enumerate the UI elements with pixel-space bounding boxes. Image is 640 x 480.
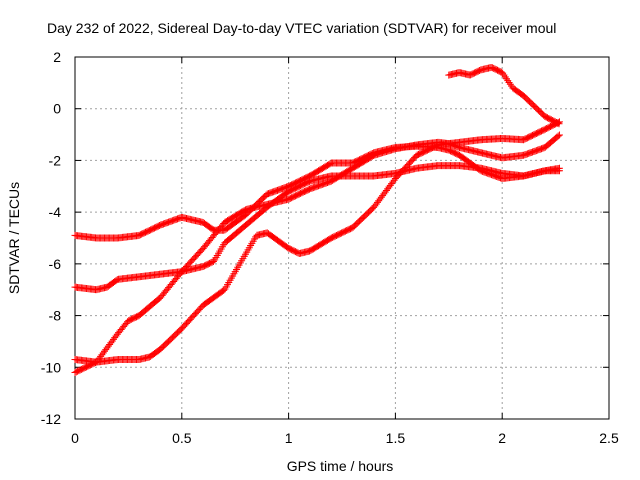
plot-area-frame (74, 56, 610, 420)
x-tick-label: 1.5 (386, 430, 406, 446)
data-series (71, 63, 563, 376)
series-track-5 (445, 63, 563, 128)
axis-ticks (74, 56, 610, 420)
data-point (555, 164, 563, 172)
y-tick-label: 2 (53, 49, 61, 65)
x-tick-label: 2.5 (599, 430, 619, 446)
data-point (220, 286, 228, 294)
chart-title: Day 232 of 2022, Sidereal Day-to-day VTE… (47, 20, 556, 36)
tick-labels: 0 0.5 1 1.5 2 2.5 2 0 -2 -4 -6 -8 -10 -12 (41, 49, 619, 446)
x-tick-label: 0 (71, 430, 79, 446)
data-point (554, 132, 562, 140)
x-tick-label: 0.5 (172, 430, 192, 446)
y-tick-label: -10 (41, 359, 61, 375)
y-tick-label: -2 (49, 152, 62, 168)
y-tick-label: -12 (41, 411, 61, 427)
x-tick-label: 2 (498, 430, 506, 446)
data-point (555, 131, 563, 139)
series-track-2 (71, 162, 563, 294)
data-point (209, 257, 217, 265)
y-axis-label: SDTVAR / TECUs (6, 182, 22, 294)
x-axis-label: GPS time / hours (287, 458, 394, 474)
grid (75, 57, 609, 419)
data-point (554, 119, 562, 127)
x-tick-label: 1 (285, 430, 293, 446)
y-tick-label: -6 (49, 256, 62, 272)
y-tick-label: -4 (49, 204, 62, 220)
y-tick-label: 0 (53, 101, 61, 117)
series-track-1 (71, 142, 563, 242)
data-point (555, 120, 563, 128)
y-tick-label: -8 (49, 308, 62, 324)
